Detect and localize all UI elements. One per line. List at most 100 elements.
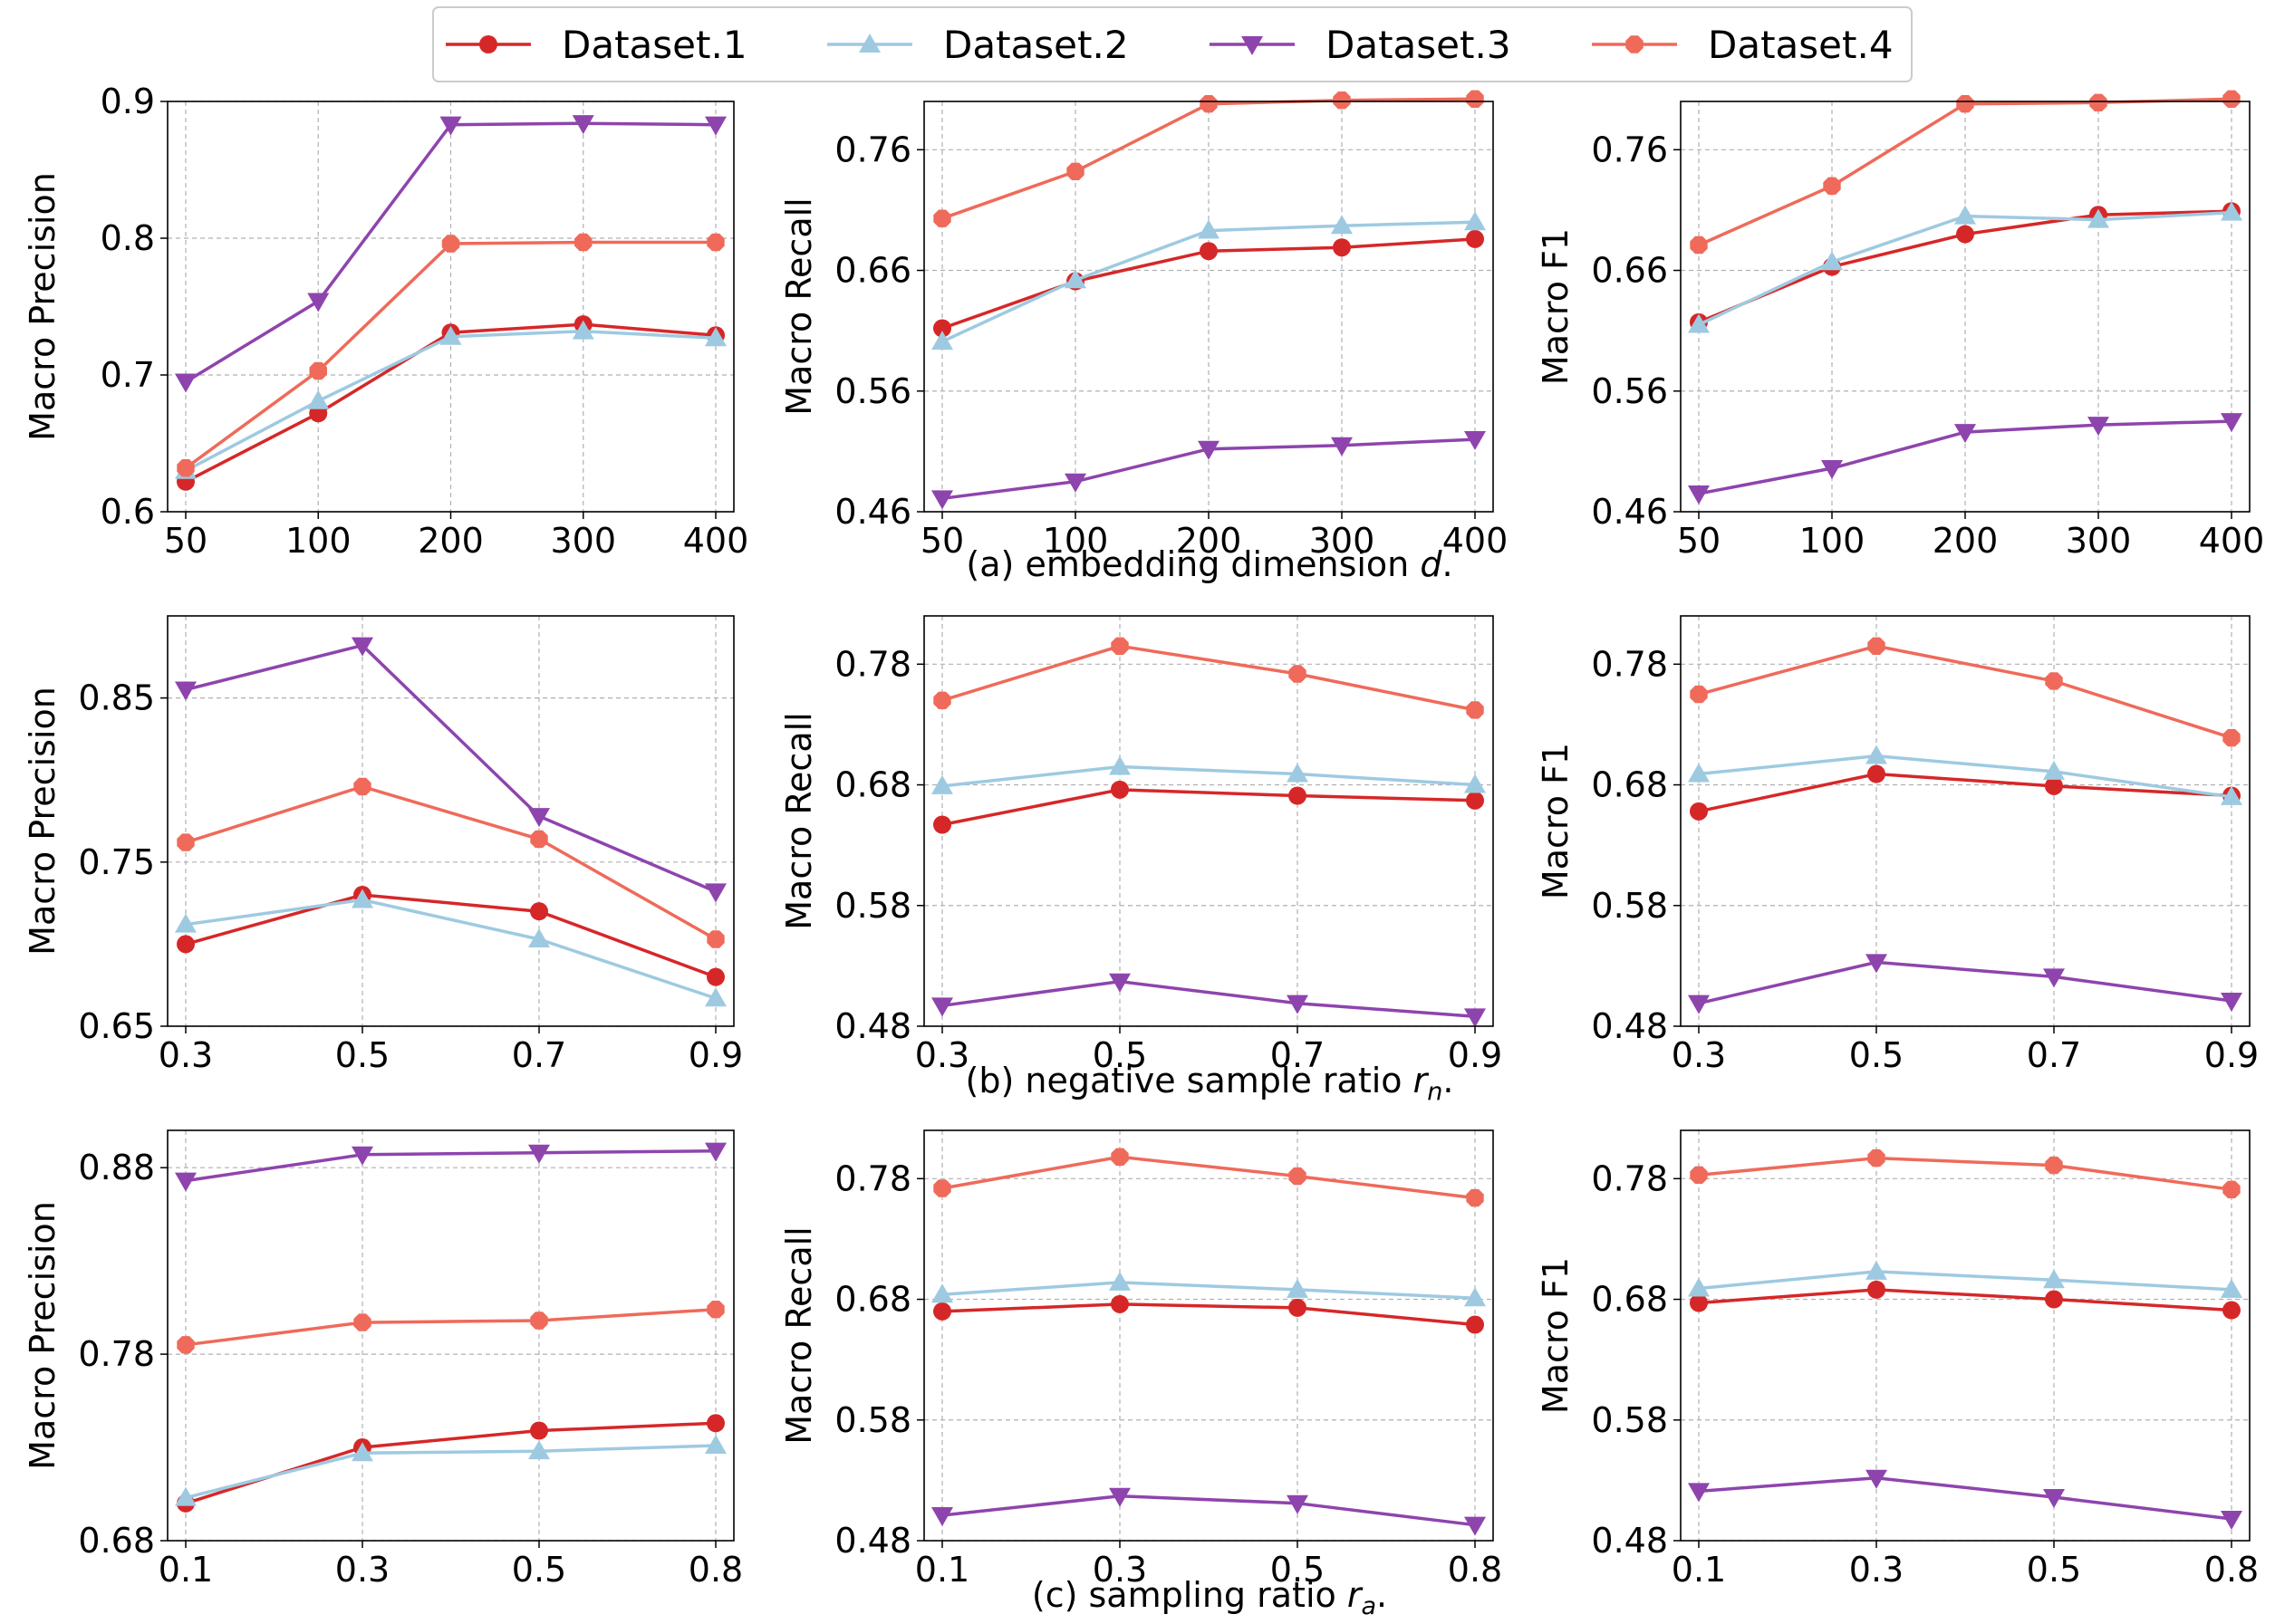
series-line-Dataset.1 (941, 1302, 1476, 1327)
data-point (528, 1144, 550, 1164)
data-point (2043, 1489, 2065, 1509)
plot-frame (1680, 1129, 2251, 1542)
data-point (307, 389, 330, 409)
y-tick-label: 0.68 (1591, 1280, 1668, 1320)
data-point (707, 1414, 725, 1433)
data-point (177, 1336, 195, 1354)
panel-9: 0.1 0.3 0.5 0.8 0.48 0.58 0.68 0.78 Macro F1 (1536, 1129, 2259, 1590)
y-axis-label: Macro F1 (1536, 228, 1576, 385)
y-tick-label: 0.78 (78, 1334, 155, 1374)
y-axis-label: Macro Recall (779, 712, 819, 929)
data-point (1466, 229, 1484, 248)
data-point (2221, 785, 2242, 805)
data-point (931, 997, 953, 1017)
y-tick-label: 0.68 (1591, 765, 1668, 805)
data-point (352, 889, 373, 908)
data-point (1066, 162, 1084, 180)
series-line-Dataset.2 (185, 1444, 717, 1500)
y-axis-label: Macro Precision (23, 172, 63, 441)
y-tick-label: 0.48 (834, 1006, 911, 1046)
data-point (1690, 1293, 1708, 1312)
panel-6: 0.3 0.5 0.7 0.9 0.48 0.58 0.68 0.78 Macro F1 (1536, 615, 2259, 1075)
series-line-Dataset.2 (1698, 754, 2232, 799)
data-point (705, 1142, 727, 1162)
x-tick-label: 0.1 (1672, 1550, 1726, 1590)
y-tick-label: 0.48 (834, 1521, 911, 1561)
data-point (1865, 1260, 1887, 1280)
data-point (2222, 1180, 2241, 1198)
data-point (1065, 473, 1086, 493)
data-point (1688, 313, 1710, 333)
data-point (931, 331, 953, 351)
subplot-caption: (b) negative sample ratio rn. (966, 1061, 1454, 1106)
panel-3: 50 100 200 300 400 0.46 0.56 0.66 0.76 Macro F1 (1536, 90, 2265, 561)
data-point (1464, 1516, 1486, 1536)
data-point (1288, 1298, 1306, 1317)
data-point (1466, 791, 1484, 810)
y-tick-label: 0.56 (834, 371, 911, 411)
y-axis-label: Macro Precision (23, 1201, 63, 1470)
data-point (2221, 413, 2242, 433)
y-tick-label: 0.48 (1591, 1521, 1668, 1561)
data-point (1466, 701, 1484, 719)
x-tick-label: 400 (1442, 521, 1509, 561)
x-tick-label: 400 (2199, 521, 2265, 561)
data-point (2087, 208, 2109, 228)
data-point (707, 967, 725, 986)
y-tick-label: 0.58 (834, 886, 911, 926)
data-point (931, 490, 953, 510)
y-tick-label: 0.75 (78, 842, 155, 882)
legend-marker (859, 34, 881, 53)
series-line-Dataset.2 (941, 1281, 1476, 1300)
series-line-Dataset.1 (1698, 1288, 2232, 1312)
data-point (1688, 1277, 1710, 1297)
data-point (1690, 1166, 1708, 1184)
plot-frame (1680, 615, 2251, 1027)
data-point (2045, 1290, 2063, 1309)
data-point (528, 808, 550, 828)
panel-1: 50 100 200 300 400 0.6 0.7 0.8 0.9 Macro Precisio… (23, 82, 748, 561)
data-point (1821, 251, 1843, 271)
x-tick-label: 100 (1799, 521, 1865, 561)
x-tick-label: 100 (285, 521, 352, 561)
data-point (307, 293, 330, 312)
panel-4: 0.3 0.5 0.7 0.9 0.65 0.75 0.85 Macro Precision (23, 615, 743, 1075)
y-tick-label: 0.68 (834, 1280, 911, 1320)
data-point (1111, 1148, 1129, 1166)
y-tick-label: 0.85 (78, 678, 155, 718)
data-point (1688, 995, 1710, 1014)
data-point (705, 883, 727, 903)
legend-label: Dataset.2 (943, 23, 1129, 67)
x-tick-label: 0.3 (335, 1550, 390, 1590)
x-tick-label: 50 (164, 521, 207, 561)
data-point (352, 637, 373, 657)
data-point (933, 319, 951, 338)
x-tick-label: 0.5 (335, 1035, 390, 1075)
data-point (175, 373, 197, 393)
data-point (439, 116, 462, 136)
data-point (528, 927, 550, 947)
series-line-Dataset.4 (941, 1155, 1476, 1200)
data-point (309, 361, 327, 380)
plot-frame (923, 615, 1494, 1027)
series-line-Dataset.4 (1698, 1156, 2232, 1192)
x-tick-label: 0.1 (159, 1550, 213, 1590)
data-point (530, 1421, 548, 1440)
x-tick-label: 0.9 (2204, 1035, 2259, 1075)
legend-marker (1625, 35, 1644, 53)
data-point (177, 833, 195, 851)
data-point (574, 233, 593, 252)
y-axis-label: Macro F1 (1536, 1257, 1576, 1414)
x-tick-label: 0.7 (512, 1035, 566, 1075)
data-point (1466, 90, 1484, 108)
series-line-Dataset.1 (185, 1421, 717, 1505)
y-tick-label: 0.58 (1591, 1400, 1668, 1440)
data-point (2087, 417, 2109, 437)
data-point (1954, 424, 1976, 444)
data-point (2045, 776, 2063, 795)
data-point (1954, 205, 1976, 225)
data-point (1109, 1487, 1131, 1507)
series-line-Dataset.4 (185, 784, 717, 941)
y-axis-label: Macro Precision (23, 687, 63, 956)
data-point (175, 913, 197, 933)
